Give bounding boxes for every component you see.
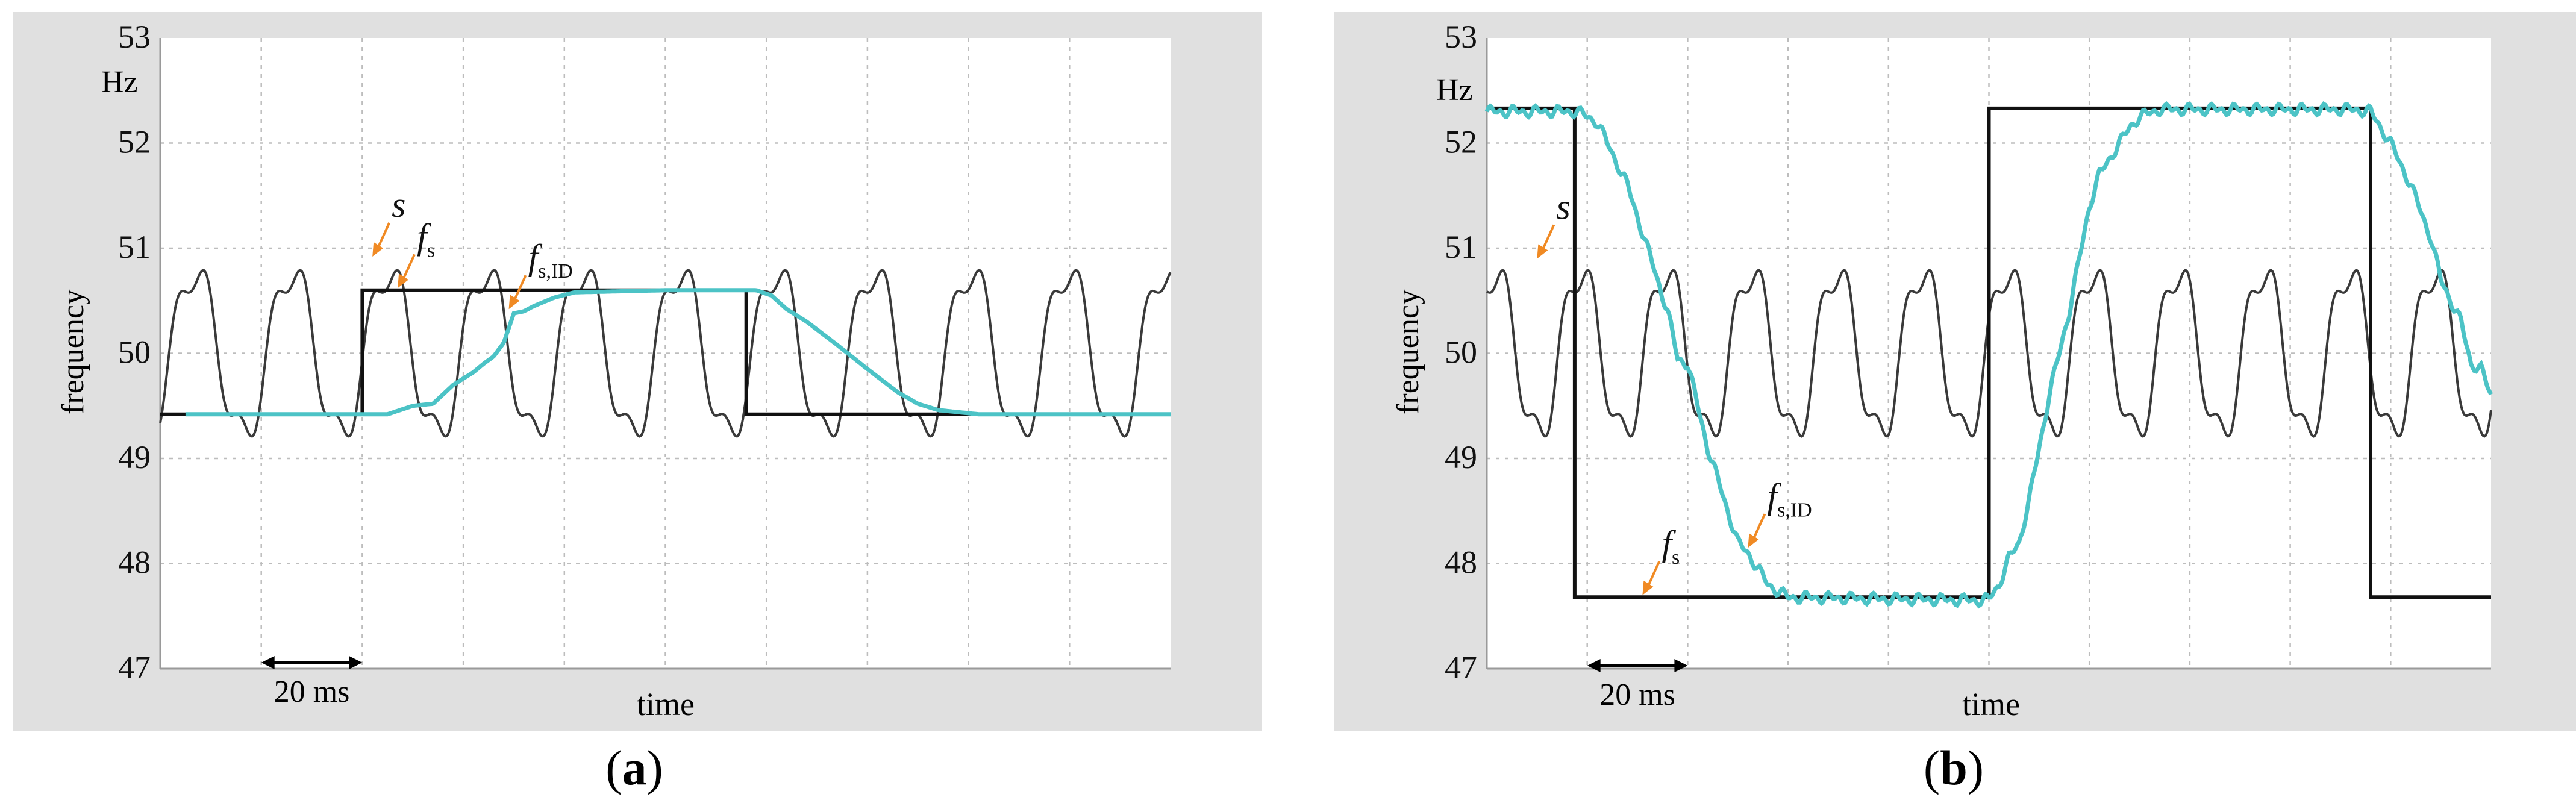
x-axis-label-b: time <box>1962 686 2020 722</box>
series-b <box>1484 101 2493 609</box>
caption-a-open: ( <box>605 740 622 795</box>
annotation-arrowhead <box>372 242 384 257</box>
y-ticks-a: 47 48 49 50 51 52 53 <box>118 19 151 686</box>
y-axis-label-b: frequency <box>1391 289 1425 414</box>
y-tick-label: 50 <box>118 334 151 370</box>
caption-b-open: ( <box>1923 740 1940 795</box>
x-axis-label-a: time <box>637 686 695 722</box>
chart-panel-a: 47 48 49 50 51 52 53 Hz frequency time 20 ms s… <box>56 19 1172 722</box>
series-fs-step <box>1487 106 2491 599</box>
caption-b-letter: b <box>1940 740 1968 795</box>
annotation-arrow <box>401 254 416 282</box>
annotation-arrowhead <box>1642 580 1654 595</box>
annotation-label: s <box>392 185 405 225</box>
y-tick-label: 52 <box>118 124 151 160</box>
grid-a <box>159 38 1171 670</box>
scale-bar-arrow-right <box>349 656 363 669</box>
scale-bar-arrow-right <box>1674 659 1688 672</box>
caption-b-close: ) <box>1967 740 1984 795</box>
annotation-arrowhead <box>508 295 520 310</box>
caption-a: (a) <box>544 740 725 796</box>
series-fsid-line <box>1484 101 2493 609</box>
annotation-arrow <box>376 222 390 250</box>
annotation-arrowhead <box>398 273 409 289</box>
scale-bar-arrow-left <box>261 656 275 669</box>
y-tick-label: 52 <box>1445 124 1477 160</box>
y-tick-label: 49 <box>118 439 151 475</box>
y-tick-label: 53 <box>1445 19 1477 55</box>
annotation-label: s <box>1556 187 1570 226</box>
annotations-a: sfs fs,ID <box>372 185 573 310</box>
y-tick-label: 48 <box>118 545 151 581</box>
annotation-arrow <box>1540 224 1555 252</box>
y-tick-label: 49 <box>1445 439 1477 475</box>
scale-bar-arrow-left <box>1587 659 1601 672</box>
y-tick-label: 47 <box>118 649 151 686</box>
scale-bar-a <box>261 656 363 669</box>
y-ticks-b: 47 48 49 50 51 52 53 <box>1445 19 1477 686</box>
series-fsid-line <box>185 288 1171 417</box>
annotation-arrow <box>1646 561 1661 589</box>
scale-bar-b <box>1587 659 1688 672</box>
chart-panel-b: 47 48 49 50 51 52 53 Hz frequency time 20 ms s… <box>1391 19 2493 722</box>
y-tick-label: 47 <box>1445 649 1477 686</box>
annotation-arrowhead <box>1748 533 1759 548</box>
annotation-label: fs,ID <box>528 237 573 283</box>
y-tick-label: 53 <box>118 19 151 55</box>
y-unit-a: Hz <box>101 65 138 99</box>
annotation-arrow <box>512 275 527 303</box>
y-tick-label: 51 <box>1445 229 1477 265</box>
y-tick-label: 48 <box>1445 545 1477 581</box>
y-tick-label: 50 <box>1445 334 1477 370</box>
caption-a-letter: a <box>622 740 647 795</box>
scale-bar-label-a: 20 ms <box>274 675 350 709</box>
scale-bar-label-b: 20 ms <box>1599 678 1675 712</box>
annotation-arrowhead <box>1537 244 1548 259</box>
caption-a-close: ) <box>646 740 663 795</box>
y-tick-label: 51 <box>118 229 151 265</box>
annotation-arrow <box>1751 513 1766 542</box>
y-axis-label-a: frequency <box>56 289 90 414</box>
series-a <box>159 269 1172 438</box>
y-unit-b: Hz <box>1436 73 1473 107</box>
caption-b: (b) <box>1863 740 2044 796</box>
